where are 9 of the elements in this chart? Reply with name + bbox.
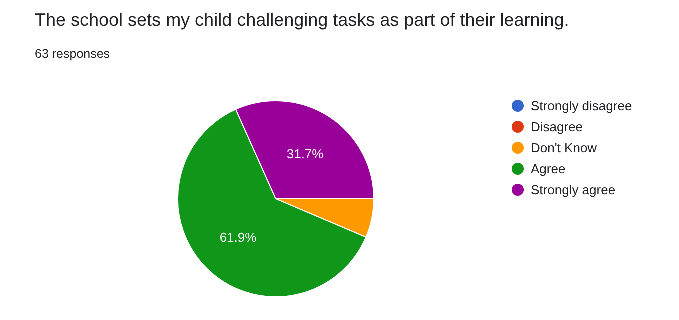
legend-label: Strongly agree bbox=[531, 182, 616, 198]
data-label: 31.7% bbox=[286, 146, 324, 162]
legend-label: Agree bbox=[531, 162, 566, 177]
text: 63 responses bbox=[35, 47, 110, 61]
legend-label: Disagree bbox=[531, 120, 584, 135]
chart-title: The school sets my child challenging tasks as part of their learning. bbox=[35, 10, 570, 30]
data-label: 61.9% bbox=[220, 230, 258, 246]
legend-label: Don't Know bbox=[531, 140, 598, 156]
legend-label: Strongly disagree bbox=[531, 98, 632, 114]
